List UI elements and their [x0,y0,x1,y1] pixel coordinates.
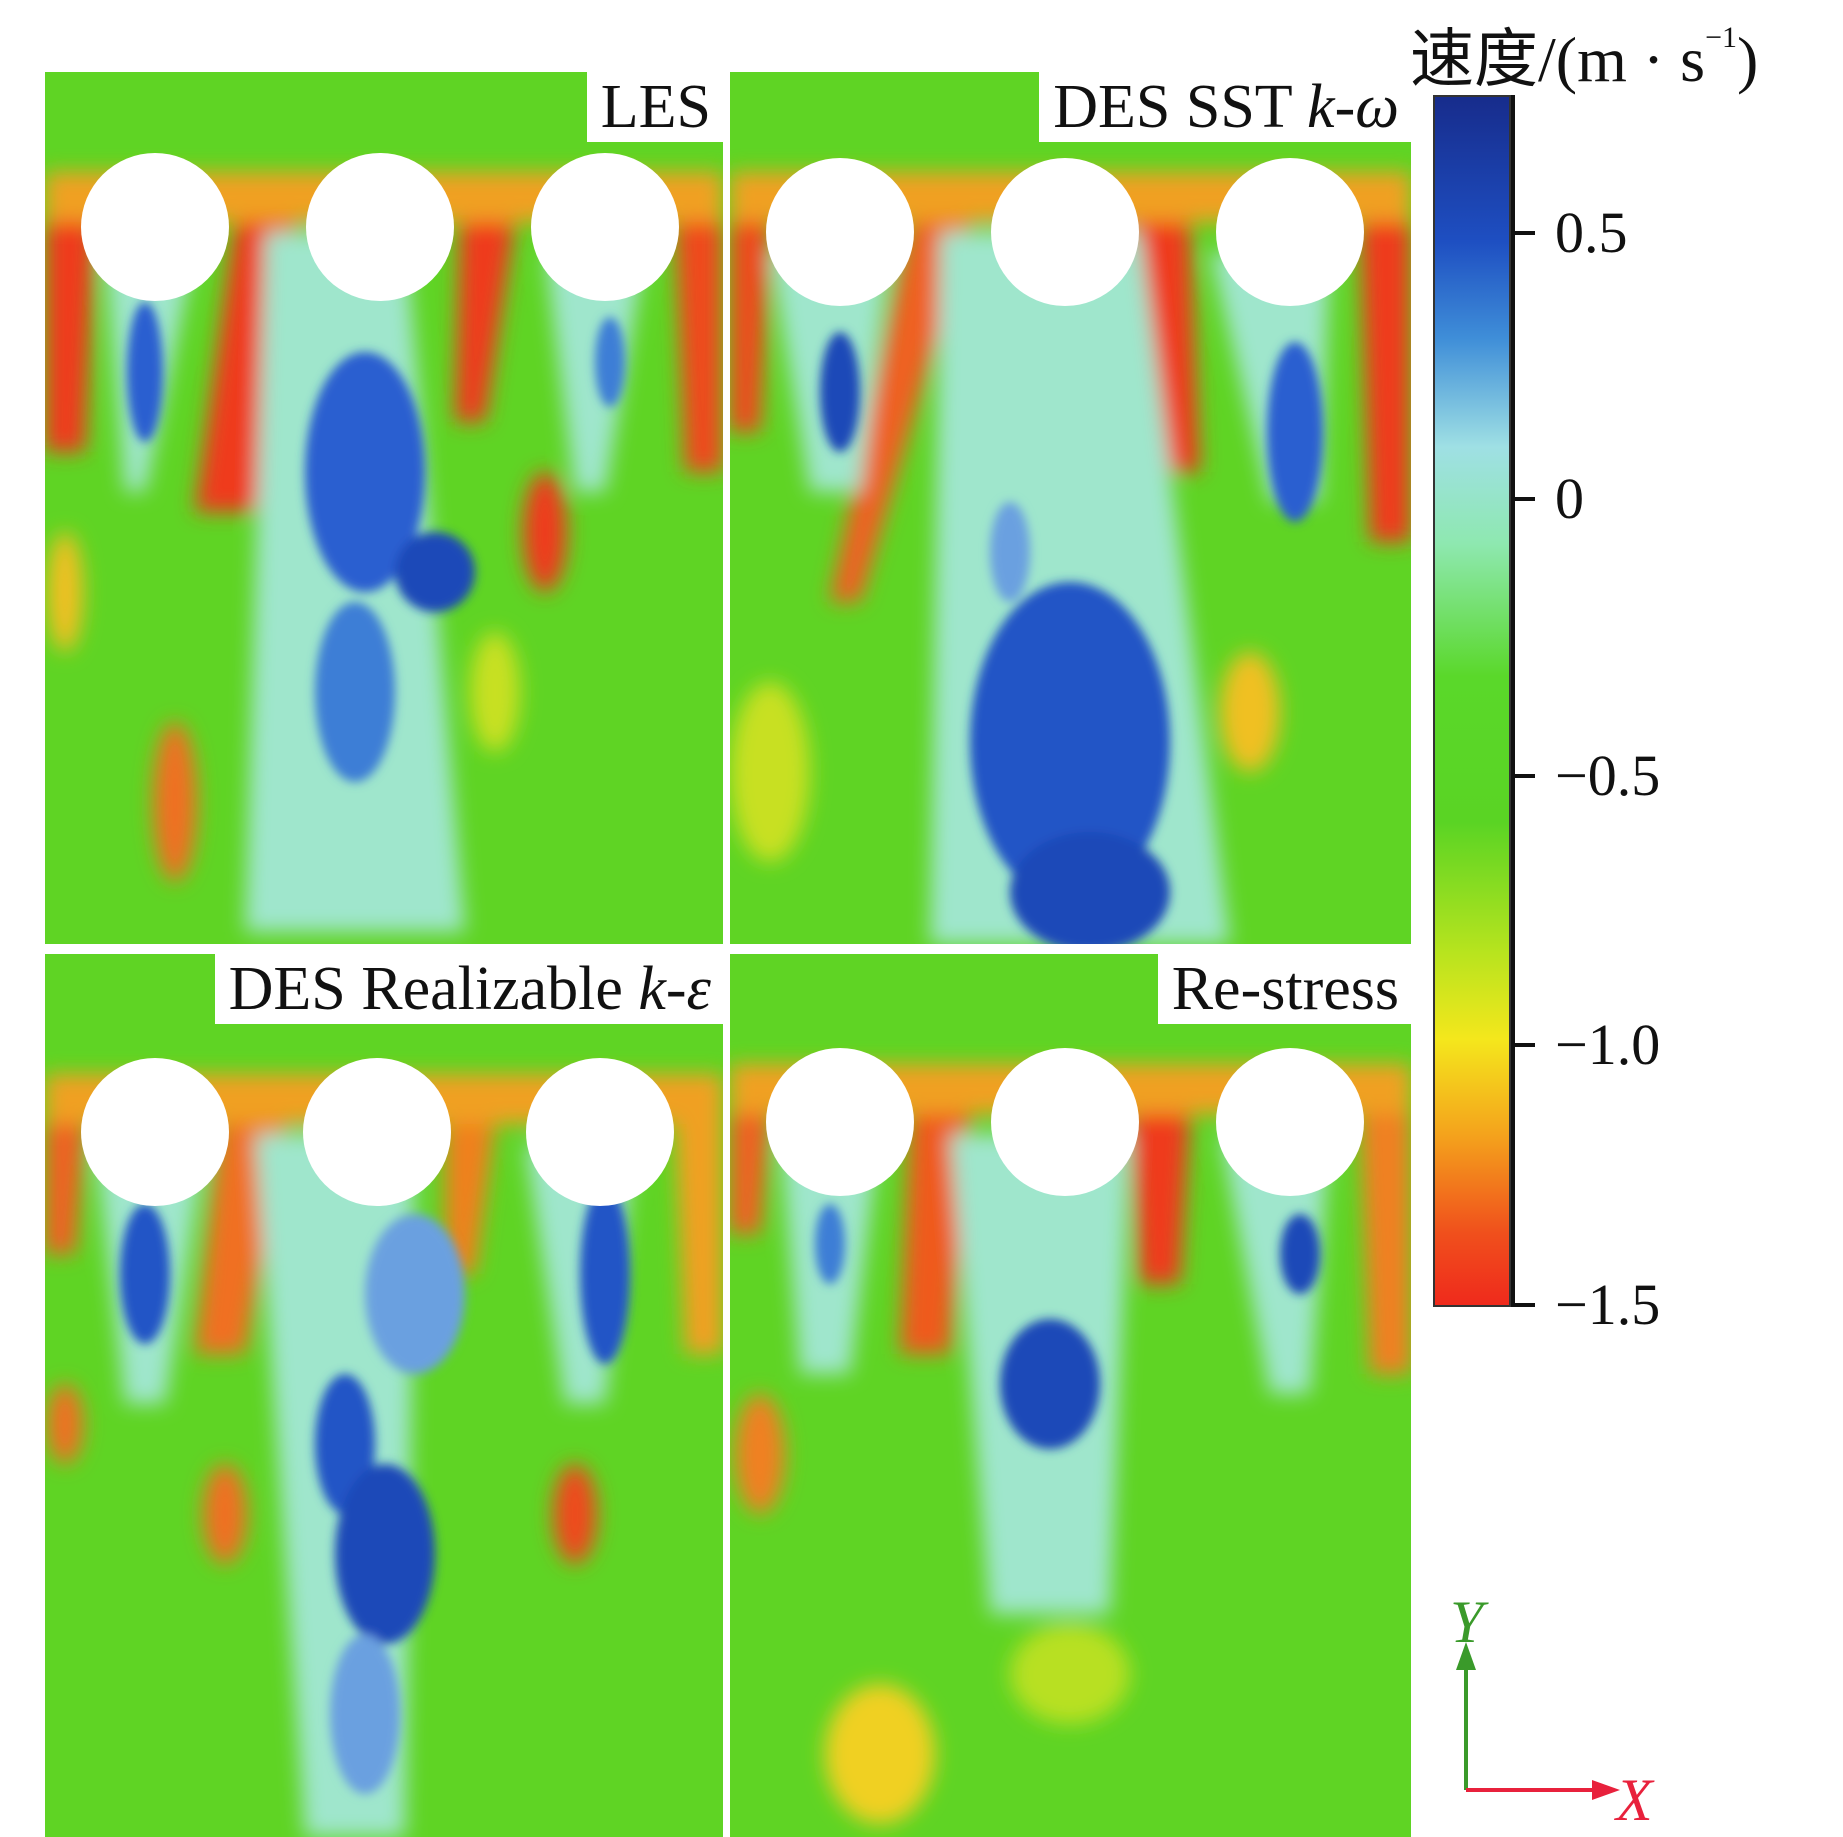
colorbar-title-end: ) [1737,24,1759,95]
panel-label-re-stress: Re-stress [1157,954,1411,1024]
y-axis-label: Y [1450,1589,1484,1655]
panel-label-text: DES SST [1053,73,1308,141]
panel-label-des-realizable: DES Realizable k-ε [214,954,723,1024]
colorbar-tick-label: −1.0 [1555,1012,1661,1077]
colorbar-tick-label: 0.5 [1555,200,1628,265]
colorbar-axis-line [1511,95,1515,1307]
y-arrowhead [1456,1642,1476,1670]
panel-label-italic: k-ω [1307,73,1399,141]
panel-label-text: Re-stress [1171,955,1399,1023]
colorbar-tick [1511,1043,1535,1047]
contour-panel-re-stress: Re-stress [730,954,1411,1837]
velocity-contour-les [45,72,723,944]
colorbar-tick [1511,231,1535,235]
velocity-contour-des-sst [730,72,1411,944]
panel-label-des-sst: DES SST k-ω [1039,72,1411,142]
panel-label-text: DES Realizable [228,955,639,1023]
contour-panel-les: LES [45,72,723,944]
contour-panel-des-sst: DES SST k-ω [730,72,1411,944]
contour-panel-des-realizable: DES Realizable k-ε [45,954,723,1837]
colorbar-tick [1511,1303,1535,1307]
velocity-contour-des-realizable [45,954,723,1837]
colorbar-tick-label: −0.5 [1555,743,1661,808]
x-arrowhead [1592,1780,1620,1800]
velocity-contour-re-stress [730,954,1411,1837]
x-axis-label: X [1616,1767,1653,1833]
colorbar [1433,95,1511,1307]
panel-label-text: LES [600,73,711,141]
colorbar-tick [1511,774,1535,778]
colorbar-title-main: 速度/(m · s [1410,24,1706,95]
coordinate-axes [1456,1642,1620,1800]
colorbar-title-sup: −1 [1705,21,1738,54]
colorbar-tick-label: −1.5 [1555,1272,1661,1337]
panel-label-italic: k-ε [638,955,711,1023]
colorbar-title: 速度/(m · s−1) [1410,0,1758,98]
colorbar-tick [1511,497,1535,501]
panel-label-les: LES [586,72,723,142]
colorbar-tick-label: 0 [1555,466,1584,531]
